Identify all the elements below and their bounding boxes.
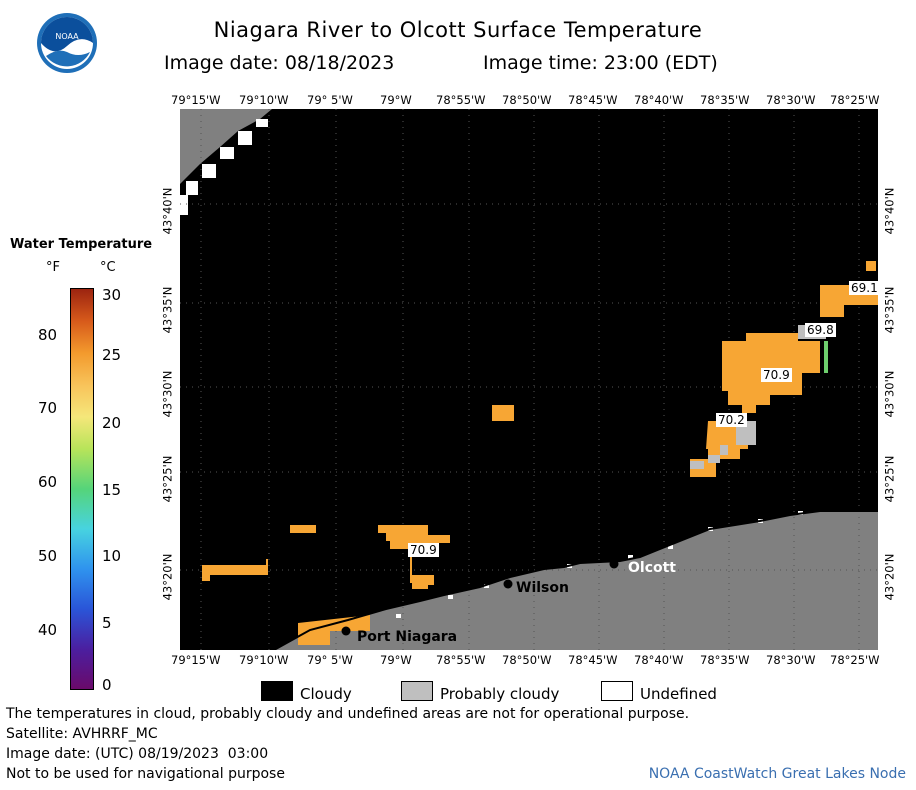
footer-note: The temperatures in cloud, probably clou… (6, 706, 690, 722)
colorbar-c-tick: 20 (102, 414, 122, 432)
lon-label: 78°45'W (568, 653, 618, 667)
colorbar-c-tick: 25 (102, 346, 122, 364)
place-marker-port-niagara (341, 626, 351, 636)
legend-swatch-undefined (601, 681, 633, 701)
colorbar-c-tick: 5 (102, 614, 112, 632)
lon-label: 78°25'W (830, 653, 880, 667)
lat-label: 43°20'N (160, 553, 175, 601)
place-port-niagara: Port Niagara (357, 629, 458, 645)
temp-label: 69.1 (849, 281, 880, 295)
lon-label: 78°25'W (830, 93, 880, 107)
temp-label: 70.9 (408, 543, 439, 557)
undefined-area (180, 119, 268, 215)
legend-label-probably-cloudy: Probably cloudy (440, 685, 560, 703)
lon-label: 78°30'W (766, 653, 816, 667)
legend-label-undefined: Undefined (640, 685, 717, 703)
lon-label: 78°40'W (634, 653, 684, 667)
legend-swatch-cloudy (261, 681, 293, 701)
land-canada (180, 109, 272, 184)
lon-label: 78°30'W (766, 93, 816, 107)
lon-label: 78°55'W (436, 653, 486, 667)
lon-label: 79°W (380, 93, 412, 107)
image-date: Image date: 08/18/2023 (164, 52, 395, 74)
colorbar-title: Water Temperature (10, 237, 153, 252)
place-marker-olcott (609, 559, 619, 569)
lon-label: 79° 5'W (307, 653, 353, 667)
noaa-logo: NOAA (36, 12, 98, 78)
lat-label: 43°35'N (160, 286, 175, 334)
legend-swatch-probably-cloudy (401, 681, 433, 701)
colorbar-f-tick: 40 (38, 621, 58, 639)
image-time: Image time: 23:00 (EDT) (483, 52, 718, 74)
lat-label: 43°30'N (882, 370, 897, 418)
lon-label: 79°W (380, 653, 412, 667)
lon-label: 79°15'W (171, 653, 221, 667)
footer-satellite: Satellite: AVHRRF_MC (6, 726, 158, 742)
coastline (273, 510, 878, 651)
temp-label: 70.2 (716, 413, 747, 427)
lat-label: 43°25'N (160, 455, 175, 503)
place-marker-wilson (503, 579, 513, 589)
colorbar-f-tick: 80 (38, 326, 58, 344)
lat-label: 43°40'N (882, 187, 897, 235)
lon-label: 79° 5'W (307, 93, 353, 107)
lon-label: 79°10'W (239, 93, 289, 107)
lon-label: 78°55'W (436, 93, 486, 107)
colorbar (70, 288, 94, 690)
lat-label: 43°40'N (160, 187, 175, 235)
place-olcott: Olcott (628, 560, 677, 576)
lon-label: 78°40'W (634, 93, 684, 107)
page-title: Niagara River to Olcott Surface Temperat… (213, 18, 703, 42)
colorbar-c-tick: 15 (102, 481, 122, 499)
colorbar-c-tick: 30 (102, 286, 122, 304)
lon-label: 78°35'W (700, 653, 750, 667)
lat-label: 43°25'N (882, 455, 897, 503)
colorbar-c-tick: 10 (102, 547, 122, 565)
colorbar-f-tick: 50 (38, 547, 58, 565)
lon-label: 79°15'W (171, 93, 221, 107)
colorbar-f-tick: 60 (38, 473, 58, 491)
colorbar-unit-c: °C (100, 260, 116, 275)
lon-label: 78°50'W (502, 653, 552, 667)
colorbar-f-tick: 70 (38, 399, 58, 417)
legend-label-cloudy: Cloudy (300, 685, 352, 703)
lon-label: 79°10'W (239, 653, 289, 667)
place-wilson: Wilson (516, 580, 569, 596)
lon-label: 78°50'W (502, 93, 552, 107)
temp-label: 70.9 (761, 368, 792, 382)
temp-label: 69.8 (805, 323, 836, 337)
land-us (274, 511, 878, 650)
graticule (180, 109, 878, 650)
colorbar-unit-f: °F (46, 260, 60, 275)
lat-label: 43°35'N (882, 286, 897, 334)
lat-label: 43°30'N (160, 370, 175, 418)
footer-credit: NOAA CoastWatch Great Lakes Node (648, 766, 906, 782)
footer-nav-warning: Not to be used for navigational purpose (6, 766, 285, 782)
footer-utc-date: Image date: (UTC) 08/19/2023 03:00 (6, 746, 269, 762)
lon-label: 78°35'W (700, 93, 750, 107)
logo-text: NOAA (55, 32, 79, 41)
lat-label: 43°20'N (882, 553, 897, 601)
colorbar-c-tick: 0 (102, 676, 112, 694)
lon-label: 78°45'W (568, 93, 618, 107)
cool-edge (824, 341, 828, 373)
